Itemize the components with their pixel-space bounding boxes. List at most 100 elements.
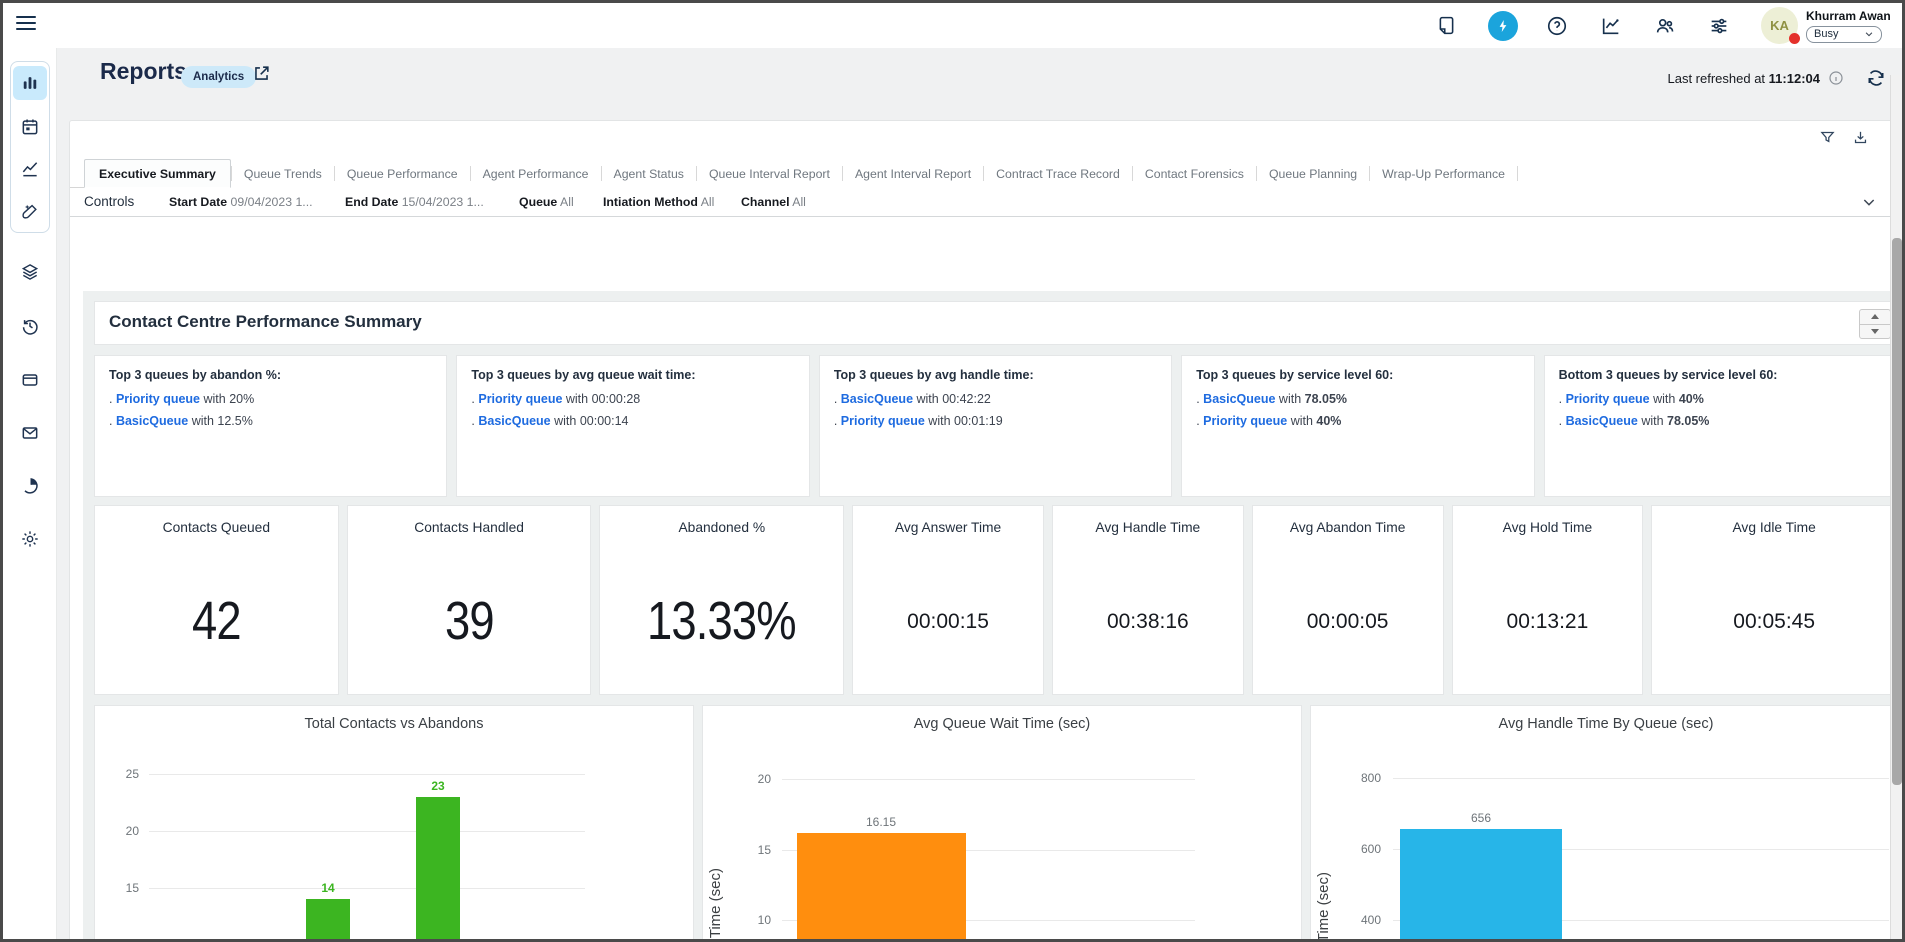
kpi-cards-row: Contacts Queued42Contacts Handled39Aband… <box>94 505 1897 695</box>
y-tick-label: 600 <box>1341 842 1381 856</box>
tab-agent-status[interactable]: Agent Status <box>602 167 696 181</box>
sidebar-item-calendar[interactable] <box>13 110 47 144</box>
kpi-label: Avg Handle Time <box>1053 520 1243 535</box>
y-axis-label-text: Avg Handle Time (sec) <box>1315 872 1332 942</box>
y-tick-label: 10 <box>731 913 771 927</box>
queue-link[interactable]: BasicQueue <box>1566 414 1638 428</box>
queue-link[interactable]: Priority queue <box>478 392 562 406</box>
kpi-label: Avg Hold Time <box>1453 520 1643 535</box>
insight-line: . Priority queue with 00:00:28 <box>471 392 794 406</box>
download-icon[interactable] <box>1852 129 1869 146</box>
line-chart-icon <box>20 159 40 179</box>
insight-line: . Priority queue with 20% <box>109 392 432 406</box>
tab-queue-performance[interactable]: Queue Performance <box>335 167 470 181</box>
note-icon[interactable] <box>1434 14 1458 38</box>
vertical-scrollbar[interactable] <box>1890 75 1902 939</box>
last-refreshed-time: 11:12:04 <box>1769 71 1820 86</box>
tab-queue-trends[interactable]: Queue Trends <box>232 167 334 181</box>
sidebar-item-window[interactable] <box>13 363 47 397</box>
queue-link[interactable]: Priority queue <box>841 414 925 428</box>
y-tick-label: 400 <box>1341 913 1381 927</box>
kpi-label: Contacts Queued <box>95 520 338 535</box>
controls-label: Controls <box>84 194 134 209</box>
external-link-icon[interactable] <box>252 64 271 83</box>
tab-queue-planning[interactable]: Queue Planning <box>1257 167 1369 181</box>
kpi-value: 00:00:05 <box>1253 610 1443 634</box>
tab-agent-performance[interactable]: Agent Performance <box>471 167 601 181</box>
chart-card-2: Avg Queue Wait Time (sec)201510516.156.6… <box>702 705 1302 942</box>
sidebar-item-pie-chart[interactable] <box>13 469 47 503</box>
refresh-icon[interactable] <box>1866 68 1886 88</box>
insight-cards-row: Top 3 queues by abandon %: . Priority que… <box>94 355 1897 497</box>
chart-card-3: Avg Handle Time By Queue (sec)8006004002… <box>1310 705 1902 942</box>
filter-icon[interactable] <box>1819 129 1836 146</box>
queue-link[interactable]: Priority queue <box>116 392 200 406</box>
calendar-icon <box>20 117 40 137</box>
kpi-label: Avg Abandon Time <box>1253 520 1443 535</box>
kpi-value: 00:13:21 <box>1453 610 1643 634</box>
chart-title: Total Contacts vs Abandons <box>95 716 693 732</box>
help-icon[interactable] <box>1545 14 1569 38</box>
tab-agent-interval-report[interactable]: Agent Interval Report <box>843 167 983 181</box>
status-dropdown[interactable]: Busy <box>1806 26 1882 43</box>
reports-panel: Executive SummaryQueue TrendsQueue Perfo… <box>69 120 1896 942</box>
line-chart-icon[interactable] <box>1599 14 1623 38</box>
insight-card-title: Top 3 queues by abandon %: <box>109 368 432 382</box>
sidebar-item-line-chart[interactable] <box>13 152 47 186</box>
agents-icon[interactable] <box>1653 14 1677 38</box>
y-tick-label: 15 <box>99 881 139 895</box>
insight-line: . BasicQueue with 12.5% <box>109 414 432 428</box>
kpi-card-contacts-handled: Contacts Handled39 <box>347 505 592 695</box>
flash-icon[interactable] <box>1488 11 1518 41</box>
control-end-date[interactable]: End Date 15/04/2023 1... <box>345 195 484 209</box>
sidebar-item-mail[interactable] <box>13 416 47 450</box>
pie-chart-icon <box>20 476 40 496</box>
insight-line: . Priority queue with 40% <box>1196 414 1519 428</box>
sidebar-item-gear[interactable] <box>13 522 47 556</box>
sidebar-item-paint-brush[interactable] <box>13 194 47 228</box>
insight-card-title: Top 3 queues by avg queue wait time: <box>471 368 794 382</box>
queue-link[interactable]: BasicQueue <box>116 414 188 428</box>
tab-contract-trace-record[interactable]: Contract Trace Record <box>984 167 1132 181</box>
scrollbar-thumb[interactable] <box>1892 238 1902 785</box>
kpi-card-contacts-queued: Contacts Queued42 <box>94 505 339 695</box>
insight-line: . Priority queue with 40% <box>1559 392 1882 406</box>
tab-wrap-up-performance[interactable]: Wrap-Up Performance <box>1370 167 1517 181</box>
insight-line: . BasicQueue with 78.05% <box>1196 392 1519 406</box>
controls-collapse-chevron-icon[interactable] <box>1861 194 1877 210</box>
y-tick-label: 10 <box>99 938 139 942</box>
sidebar-item-bar-chart[interactable] <box>13 66 47 100</box>
spinner-up-button[interactable] <box>1860 310 1890 325</box>
insight-line: . Priority queue with 00:01:19 <box>834 414 1157 428</box>
sidebar-item-layers[interactable] <box>13 255 47 289</box>
mail-icon <box>20 423 40 443</box>
tab-queue-interval-report[interactable]: Queue Interval Report <box>697 167 842 181</box>
layers-icon <box>20 262 40 282</box>
info-icon[interactable] <box>1828 70 1844 86</box>
sidebar-item-history[interactable] <box>13 309 47 343</box>
control-queue[interactable]: Queue All <box>519 195 574 209</box>
history-icon <box>20 316 40 336</box>
control-channel[interactable]: Channel All <box>741 195 806 209</box>
spinner-down-button[interactable] <box>1860 325 1890 339</box>
control-start-date[interactable]: Start Date 09/04/2023 1... <box>169 195 313 209</box>
status-value: Busy <box>1814 28 1838 40</box>
queue-link[interactable]: BasicQueue <box>478 414 550 428</box>
hamburger-menu-icon[interactable] <box>16 16 36 32</box>
queue-link[interactable]: BasicQueue <box>1203 392 1275 406</box>
kpi-card-abandoned-: Abandoned %13.33% <box>599 505 844 695</box>
queue-link[interactable]: Priority queue <box>1566 392 1650 406</box>
kpi-label: Abandoned % <box>600 520 843 535</box>
gridline <box>149 831 585 832</box>
kpi-label: Avg Idle Time <box>1652 520 1896 535</box>
user-name: Khurram Awan <box>1806 9 1894 23</box>
bar-chart-icon <box>20 73 40 93</box>
tab-contact-forensics[interactable]: Contact Forensics <box>1133 167 1256 181</box>
control-intiation-method[interactable]: Intiation Method All <box>603 195 714 209</box>
controls-row: Controls Start Date 09/04/2023 1... End D… <box>70 188 1895 217</box>
queue-link[interactable]: BasicQueue <box>841 392 913 406</box>
sliders-icon[interactable] <box>1707 14 1731 38</box>
tab-executive-summary[interactable]: Executive Summary <box>84 159 231 188</box>
queue-link[interactable]: Priority queue <box>1203 414 1287 428</box>
avatar[interactable]: KA <box>1761 7 1798 44</box>
